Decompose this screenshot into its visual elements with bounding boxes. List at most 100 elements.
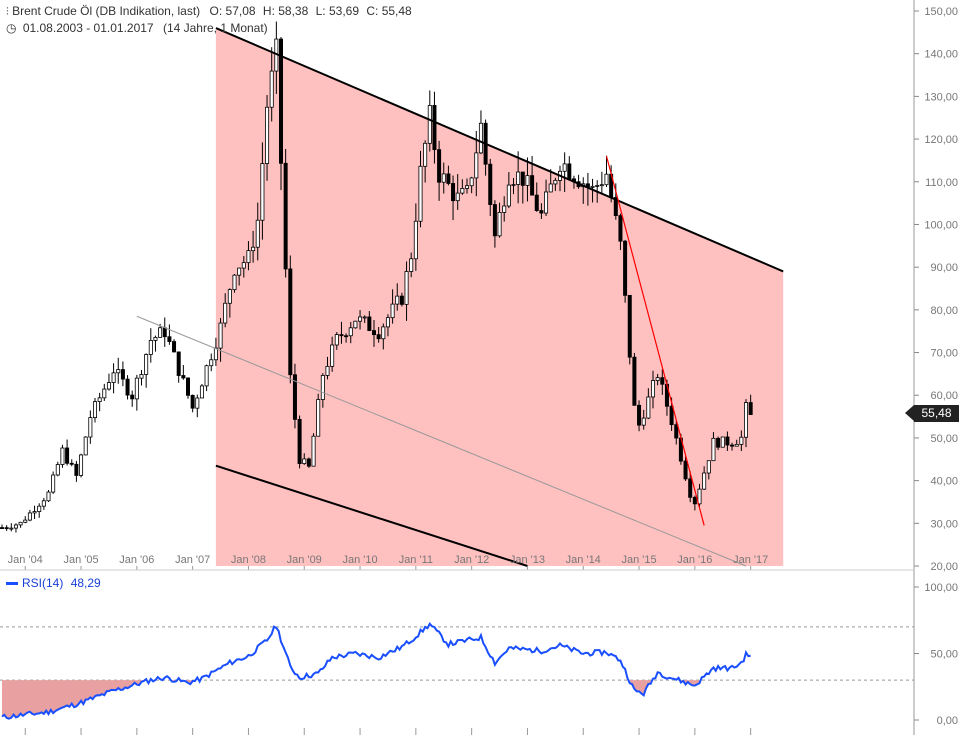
channel-lower-line <box>215 464 528 567</box>
x-tick-label: Jan '07 <box>175 554 210 566</box>
x-tick-label: Jan '14 <box>566 554 601 566</box>
y-tick-label: 150,00 <box>924 6 958 18</box>
rsi-y-tick-label: 0,00 <box>937 715 958 727</box>
candle-body <box>553 179 558 185</box>
candle-body <box>627 294 632 358</box>
y-tick-label: 50,00 <box>930 433 958 445</box>
candle-body <box>162 327 167 338</box>
channel-fill <box>215 28 784 567</box>
x-tick-label: Jan '10 <box>342 554 377 566</box>
candle-body <box>344 335 349 338</box>
chart-title: Brent Crude Öl (DB Indikation, last) <box>12 4 201 18</box>
candle-body <box>399 295 404 305</box>
candle-body <box>413 220 418 260</box>
candle-body <box>190 394 195 409</box>
ohlc-low-label: L: <box>315 4 326 18</box>
ohlc-close: 55,48 <box>381 4 412 18</box>
candle-body <box>432 105 437 151</box>
candle-body <box>697 488 702 505</box>
candle-body <box>158 327 163 338</box>
candle-body <box>720 436 725 448</box>
candle-body <box>711 437 716 462</box>
y-tick-label: 110,00 <box>925 177 958 189</box>
candle-body <box>637 404 642 426</box>
candle-body <box>125 378 130 396</box>
candle-body <box>423 142 428 167</box>
candle-body <box>734 443 739 447</box>
y-tick-label: 70,00 <box>930 348 958 360</box>
candle-body <box>567 163 572 180</box>
candle-body <box>455 192 460 202</box>
x-tick-label: Jan '17 <box>733 554 768 566</box>
y-tick-label: 90,00 <box>930 262 958 274</box>
chart-title-row: ⫶ Brent Crude Öl (DB Indikation, last) O… <box>6 4 412 19</box>
candle-body <box>451 183 456 202</box>
candle-body <box>316 399 321 437</box>
candle-body <box>172 341 177 353</box>
candle-body <box>102 388 107 399</box>
candle-body <box>185 377 190 396</box>
candle-body <box>367 316 372 331</box>
candle-body <box>409 258 414 272</box>
candle-body <box>358 316 363 322</box>
rsi-value: 48,29 <box>70 576 101 590</box>
candle-body <box>283 162 288 270</box>
candle-body <box>260 163 265 221</box>
candle-body <box>376 334 381 340</box>
candle-body <box>506 184 511 207</box>
candle-body <box>116 369 121 374</box>
candle-body <box>83 436 88 456</box>
candle-body <box>730 444 735 447</box>
candle-body <box>325 365 330 376</box>
candle-body <box>674 424 679 439</box>
candle-body <box>292 374 297 420</box>
candle-body <box>144 354 149 375</box>
candle-body <box>88 417 93 438</box>
candle-body <box>69 462 74 465</box>
x-tick-label: Jan '13 <box>510 554 545 566</box>
last-price-value: 55,48 <box>914 405 959 422</box>
candle-body <box>330 344 335 367</box>
candle-body <box>497 212 502 237</box>
candle-body <box>269 70 274 108</box>
candle-body <box>725 436 730 446</box>
candle-body <box>478 122 483 154</box>
candle-body <box>306 458 311 467</box>
candle-body <box>646 396 651 419</box>
candle-body <box>93 401 98 419</box>
candle-body <box>297 418 302 464</box>
candle-body <box>441 173 446 183</box>
candle-body <box>41 500 46 507</box>
channel-mid-line <box>136 315 747 567</box>
candle-body <box>548 183 553 193</box>
candle-body <box>544 191 549 214</box>
candle-body <box>246 250 251 264</box>
channel-upper-line <box>215 27 784 273</box>
rsi-legend: RSI(14) 48,29 <box>6 576 101 590</box>
candle-body <box>4 527 9 530</box>
candle-body <box>79 454 84 476</box>
candle-body <box>744 402 749 438</box>
candle-body <box>0 527 4 529</box>
candle-body <box>255 219 260 248</box>
rsi-oversold-fill <box>629 680 651 696</box>
x-tick-label: Jan '15 <box>621 554 656 566</box>
ohlc-close-label: C: <box>366 4 379 18</box>
candle-body <box>353 320 358 329</box>
candle-body <box>218 322 223 349</box>
y-tick-label: 40,00 <box>930 476 958 488</box>
candle-body <box>683 460 688 480</box>
candle-body <box>511 184 516 186</box>
candle-body <box>590 185 595 188</box>
bar-chart-icon: ⫶ <box>6 6 9 18</box>
candle-body <box>74 463 79 476</box>
candle-body <box>390 303 395 319</box>
candle-body <box>530 175 535 196</box>
y-tick-label: 30,00 <box>930 518 958 530</box>
candle-body <box>418 165 423 222</box>
candle-body <box>502 205 507 213</box>
candle-body <box>539 210 544 214</box>
candle-body <box>339 334 344 337</box>
candle-body <box>516 171 521 185</box>
